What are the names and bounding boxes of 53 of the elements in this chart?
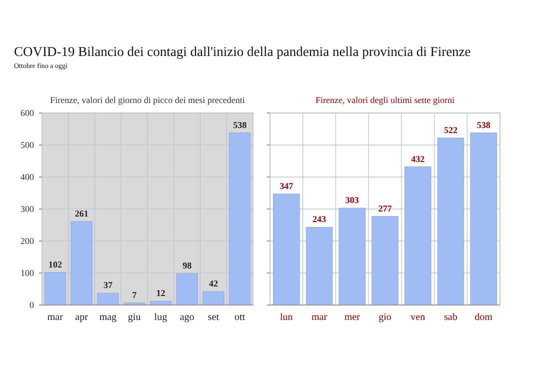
y-tick-label: 400 <box>20 172 34 182</box>
x-tick-label: mar <box>312 312 328 323</box>
bar <box>202 291 224 306</box>
x-tick-label: apr <box>75 312 89 323</box>
bar <box>372 216 398 306</box>
x-tick-label: ago <box>180 312 194 323</box>
bar <box>229 132 251 306</box>
data-label: 277 <box>378 203 392 214</box>
y-tick-label: 500 <box>20 140 34 150</box>
chart-title: Firenze, valori del giorno di picco dei mesi precedenti <box>50 95 246 105</box>
data-label: 347 <box>280 180 294 191</box>
text: COVID-19 Bilancio dei contagi dall'inizio della pandemia nella provincia di Firenze <box>14 44 471 59</box>
data-label: 37 <box>103 280 113 290</box>
chart-title: Firenze, valori degli ultimi sette giorni <box>316 95 455 105</box>
data-label: 12 <box>156 288 166 298</box>
x-tick-label: ott <box>234 312 246 323</box>
x-tick-label: set <box>208 312 220 323</box>
y-tick-label: 100 <box>20 268 34 278</box>
y-tick-label: 200 <box>20 236 34 246</box>
bar <box>97 292 119 306</box>
y-tick-label: 600 <box>20 108 34 118</box>
data-label: 7 <box>132 290 138 300</box>
x-tick-label: mar <box>47 312 64 323</box>
bar <box>44 272 66 306</box>
data-label: 522 <box>444 124 458 135</box>
data-label: 243 <box>312 214 327 224</box>
data-label: 261 <box>74 208 89 218</box>
y-tick-label: 300 <box>20 204 34 214</box>
bar <box>273 194 300 306</box>
bar <box>176 273 198 306</box>
x-tick-label: ven <box>410 312 426 323</box>
data-label: 98 <box>182 260 192 271</box>
x-tick-label: mag <box>99 312 117 323</box>
data-label: 102 <box>48 259 62 270</box>
x-tick-label: dom <box>474 312 493 323</box>
data-label: 303 <box>345 195 360 206</box>
data-label: 538 <box>476 120 491 130</box>
bar <box>338 208 366 306</box>
x-tick-label: lun <box>280 312 293 323</box>
x-tick-label: sab <box>444 312 458 323</box>
bar <box>404 166 432 306</box>
data-label: 538 <box>233 120 248 130</box>
data-label: 42 <box>208 278 218 289</box>
bar <box>437 138 464 306</box>
x-tick-label: mer <box>344 312 361 323</box>
x-tick-label: giu <box>128 312 141 323</box>
data-label: 432 <box>411 154 426 164</box>
bar <box>306 226 333 306</box>
bar <box>70 221 92 306</box>
x-tick-label: gio <box>378 312 392 323</box>
x-tick-label: lug <box>154 312 168 323</box>
y-tick-label: 0 <box>30 300 34 310</box>
bar <box>470 132 497 306</box>
